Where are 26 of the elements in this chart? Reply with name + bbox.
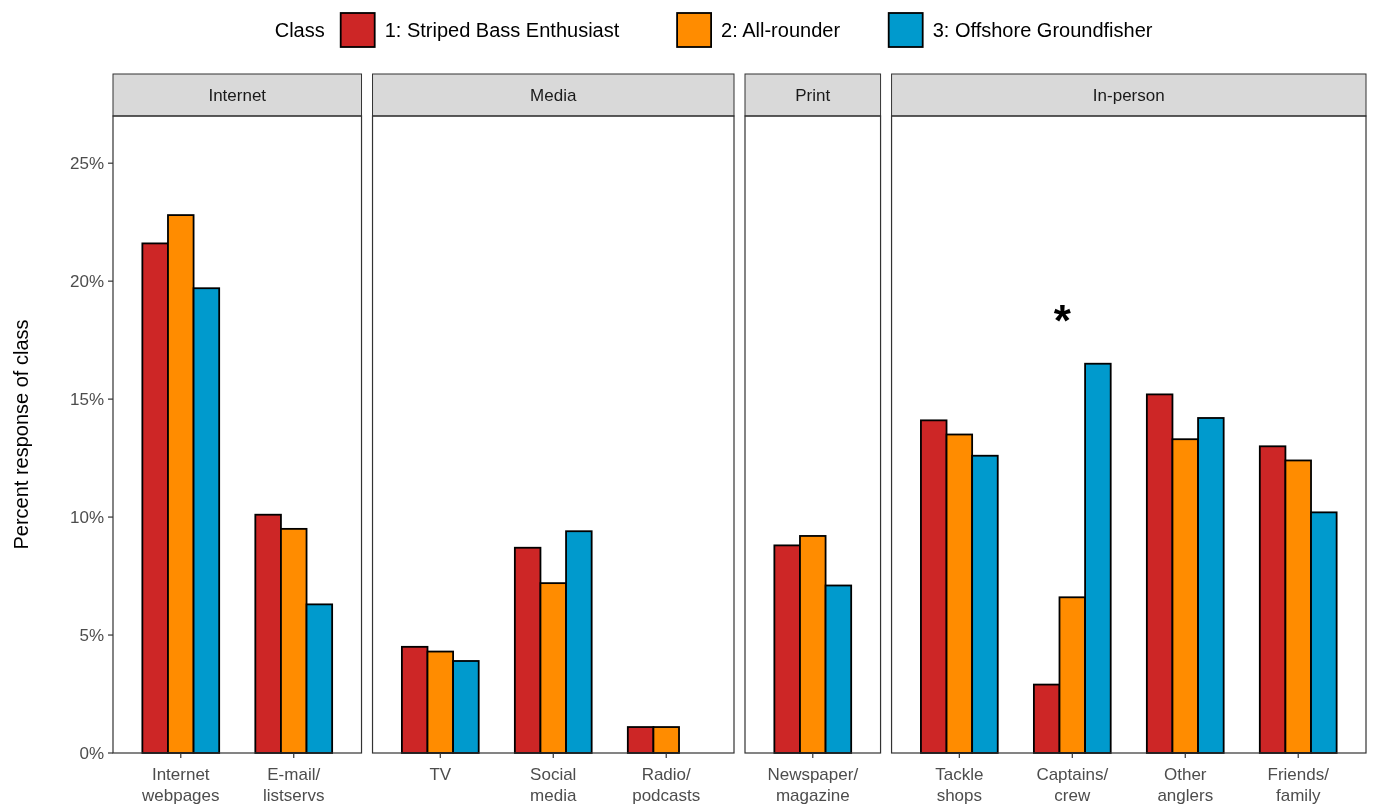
x-tick-label: TV <box>429 765 452 784</box>
annotation: * <box>1053 296 1072 345</box>
legend-label: 3: Offshore Groundfisher <box>932 19 1153 41</box>
chart-title: In-person <box>1092 86 1165 105</box>
y-tick-label: 25% <box>69 154 104 174</box>
x-tick-label: Tackle shops <box>935 765 984 805</box>
x-tick-label: E-mail/ listservs <box>263 765 325 805</box>
chart-title: Internet <box>208 86 267 105</box>
y-tick-label: 5% <box>79 626 104 646</box>
x-tick-label: Captains/ crew <box>1036 765 1109 805</box>
x-tick-label: Social media <box>530 765 577 805</box>
x-tick-label: Friends/ family <box>1267 765 1330 805</box>
x-tick-label: Internet webpages <box>141 765 220 805</box>
legend-label: 2: All-rounder <box>721 19 841 41</box>
chart-title: Print <box>795 86 831 105</box>
y-tick-label: 15% <box>69 390 104 410</box>
y-tick-label: 10% <box>69 508 104 528</box>
x-tick-label: Radio/ podcasts <box>632 765 701 805</box>
y-tick-label: 0% <box>79 744 104 763</box>
y-tick-label: 20% <box>69 272 104 292</box>
x-tick-label: Newspaper/ magazine <box>767 765 859 805</box>
x-tick-label: Other anglers <box>1157 765 1214 805</box>
legend-label: 1: Striped Bass Enthusiast <box>384 19 620 41</box>
legend-title: Class <box>274 19 325 41</box>
chart-title: Media <box>530 86 577 105</box>
y-axis-title: Percent response of class <box>10 319 32 550</box>
